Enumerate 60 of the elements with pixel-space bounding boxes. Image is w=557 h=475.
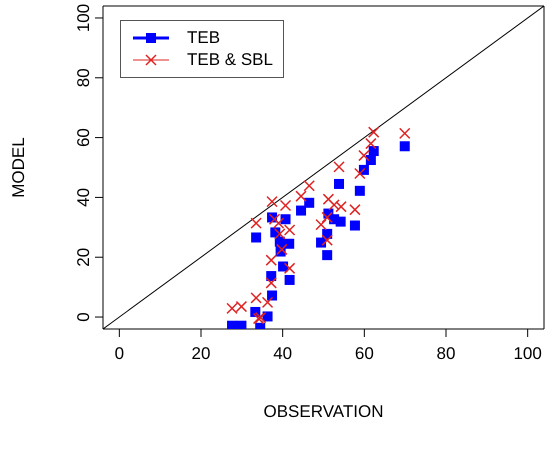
- point: [303, 180, 315, 192]
- x-tick-label: 40: [273, 344, 292, 364]
- point: [368, 126, 380, 138]
- point: [268, 213, 280, 225]
- y-tick-label: 80: [74, 68, 93, 88]
- point: [315, 218, 327, 230]
- point: [250, 217, 262, 229]
- x-tick-label: 80: [436, 344, 456, 364]
- point: [266, 196, 278, 208]
- point: [399, 128, 411, 140]
- point: [227, 320, 238, 329]
- point: [296, 206, 306, 216]
- point: [284, 274, 295, 285]
- point: [321, 212, 333, 224]
- point: [334, 178, 344, 189]
- point: [321, 234, 333, 246]
- point: [322, 250, 332, 260]
- y-tick-label: 0: [74, 312, 93, 322]
- y-tick-label: 40: [74, 188, 93, 207]
- x-axis-title: OBSERVATION: [264, 402, 384, 421]
- y-axis-title: MODEL: [9, 137, 28, 198]
- point: [354, 168, 366, 180]
- point: [328, 199, 340, 211]
- point: [368, 146, 379, 156]
- point: [276, 244, 288, 256]
- point: [365, 138, 377, 150]
- legend-label: TEB: [187, 28, 220, 48]
- x-tick-label: 20: [192, 344, 210, 364]
- x-tick-label: 100: [513, 344, 542, 364]
- point: [336, 216, 346, 227]
- point: [322, 193, 334, 205]
- point: [280, 200, 292, 212]
- point: [262, 296, 274, 308]
- x-tick-label: 0: [114, 344, 124, 364]
- point: [274, 228, 286, 240]
- point: [284, 238, 294, 249]
- point: [295, 190, 307, 202]
- point: [265, 254, 277, 266]
- point: [400, 141, 410, 152]
- point: [265, 277, 277, 289]
- point: [272, 217, 284, 229]
- legend-label: TEB & SBL: [187, 50, 273, 70]
- point: [349, 204, 361, 216]
- point: [267, 290, 278, 301]
- y-tick-label: 20: [74, 248, 93, 267]
- x-tick-label: 60: [354, 344, 374, 364]
- point: [284, 262, 296, 274]
- point: [250, 292, 262, 304]
- point: [236, 320, 246, 329]
- point: [358, 150, 370, 162]
- point: [280, 214, 291, 224]
- y-tick-label: 60: [74, 128, 93, 148]
- y-tick-label: 100: [74, 4, 93, 32]
- point: [284, 224, 296, 236]
- point: [333, 161, 345, 173]
- point: [251, 232, 262, 242]
- point: [304, 198, 314, 208]
- point: [354, 186, 365, 196]
- point: [335, 200, 347, 212]
- point: [350, 220, 360, 231]
